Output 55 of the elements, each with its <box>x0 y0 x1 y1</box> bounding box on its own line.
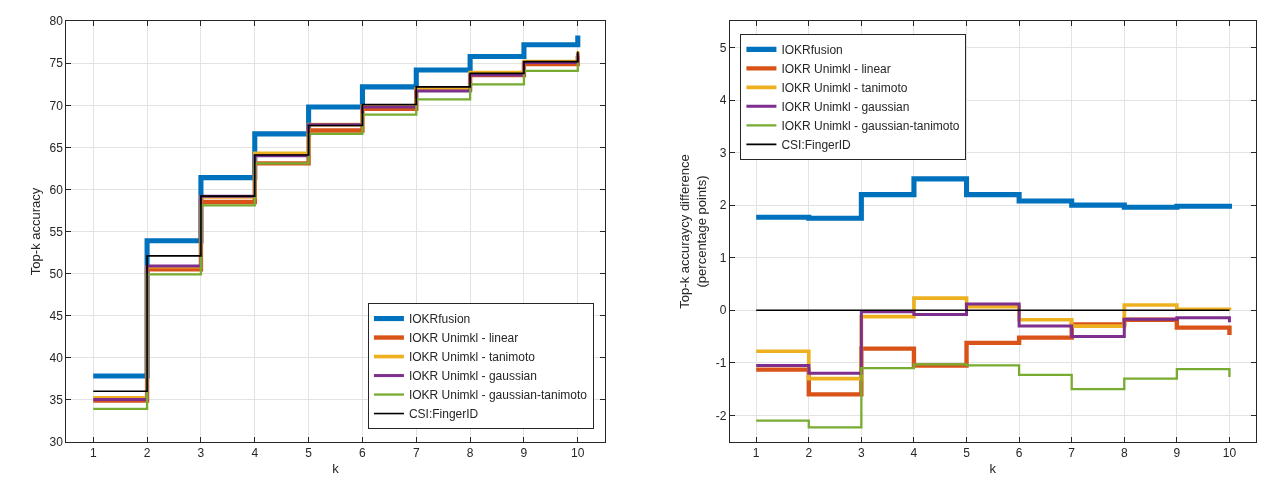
y-tick-label: 1 <box>719 250 727 265</box>
x-tick-label: 2 <box>805 446 813 461</box>
y-tick-label: 2 <box>719 198 727 213</box>
x-tick-label: 3 <box>197 446 205 461</box>
y-tick-label: 65 <box>49 140 64 155</box>
y-axis-title: Top-k accuraycy difference (percentage points) <box>676 154 709 309</box>
x-tick-label: 6 <box>1015 446 1023 461</box>
y-tick-label: 3 <box>719 145 727 160</box>
x-tick-label: 7 <box>1068 446 1076 461</box>
x-tick-label: 9 <box>1173 446 1181 461</box>
x-tick-label: 3 <box>858 446 866 461</box>
x-axis-title: k <box>989 460 997 476</box>
x-tick-label: 8 <box>466 446 474 461</box>
y-tick-label: 40 <box>49 350 64 365</box>
legend-label: IOKR Unimkl - linear <box>781 62 891 77</box>
y-tick-label: 75 <box>49 56 64 71</box>
y-tick-label: 70 <box>49 98 64 113</box>
legend-label: IOKRfusion <box>408 312 471 327</box>
legend-label: IOKR Unimkl - gaussian <box>781 100 910 115</box>
x-tick-label: 1 <box>89 446 97 461</box>
x-tick-label: 5 <box>963 446 971 461</box>
x-tick-label: 9 <box>520 446 528 461</box>
x-tick-label: 2 <box>143 446 151 461</box>
y-tick-label: 55 <box>49 224 64 239</box>
legend-label: CSI:FingerID <box>408 407 479 422</box>
x-tick-label: 10 <box>571 446 585 461</box>
y-tick-label: 50 <box>49 266 64 281</box>
legend-label: IOKR Unimkl - gaussian <box>408 369 537 384</box>
legend-label: IOKR Unimkl - linear <box>408 331 519 346</box>
x-tick-label: 6 <box>359 446 367 461</box>
legend-label: CSI:FingerID <box>781 138 852 153</box>
x-tick-label: 1 <box>752 446 760 461</box>
y-tick-label: 35 <box>49 392 64 407</box>
x-tick-label: 5 <box>305 446 313 461</box>
y-tick-label: 5 <box>719 40 727 55</box>
x-tick-label: 4 <box>251 446 259 461</box>
legend-label: IOKRfusion <box>781 43 843 58</box>
y-tick-label: 80 <box>49 14 64 29</box>
x-tick-label: 4 <box>910 446 918 461</box>
y-axis-title: Top-k accuracy <box>27 187 43 276</box>
legend-label: IOKR Unimkl - tanimoto <box>408 350 536 365</box>
legend-label: IOKR Unimkl - gaussian-tanimoto <box>408 388 588 403</box>
y-tick-label: 4 <box>719 93 727 108</box>
y-tick-label: -1 <box>715 356 727 371</box>
y-tick-label: 60 <box>49 182 64 197</box>
legend-label: IOKR Unimkl - tanimoto <box>781 81 908 96</box>
y-tick-label: 45 <box>49 308 64 323</box>
y-tick-label: -2 <box>715 408 727 423</box>
x-tick-label: 7 <box>412 446 420 461</box>
x-tick-label: 10 <box>1222 446 1237 461</box>
legend-label: IOKR Unimkl - gaussian-tanimoto <box>781 119 960 134</box>
x-tick-label: 8 <box>1120 446 1128 461</box>
y-tick-label: 0 <box>719 303 727 318</box>
x-axis-title: k <box>332 460 340 476</box>
y-tick-label: 30 <box>49 434 64 449</box>
